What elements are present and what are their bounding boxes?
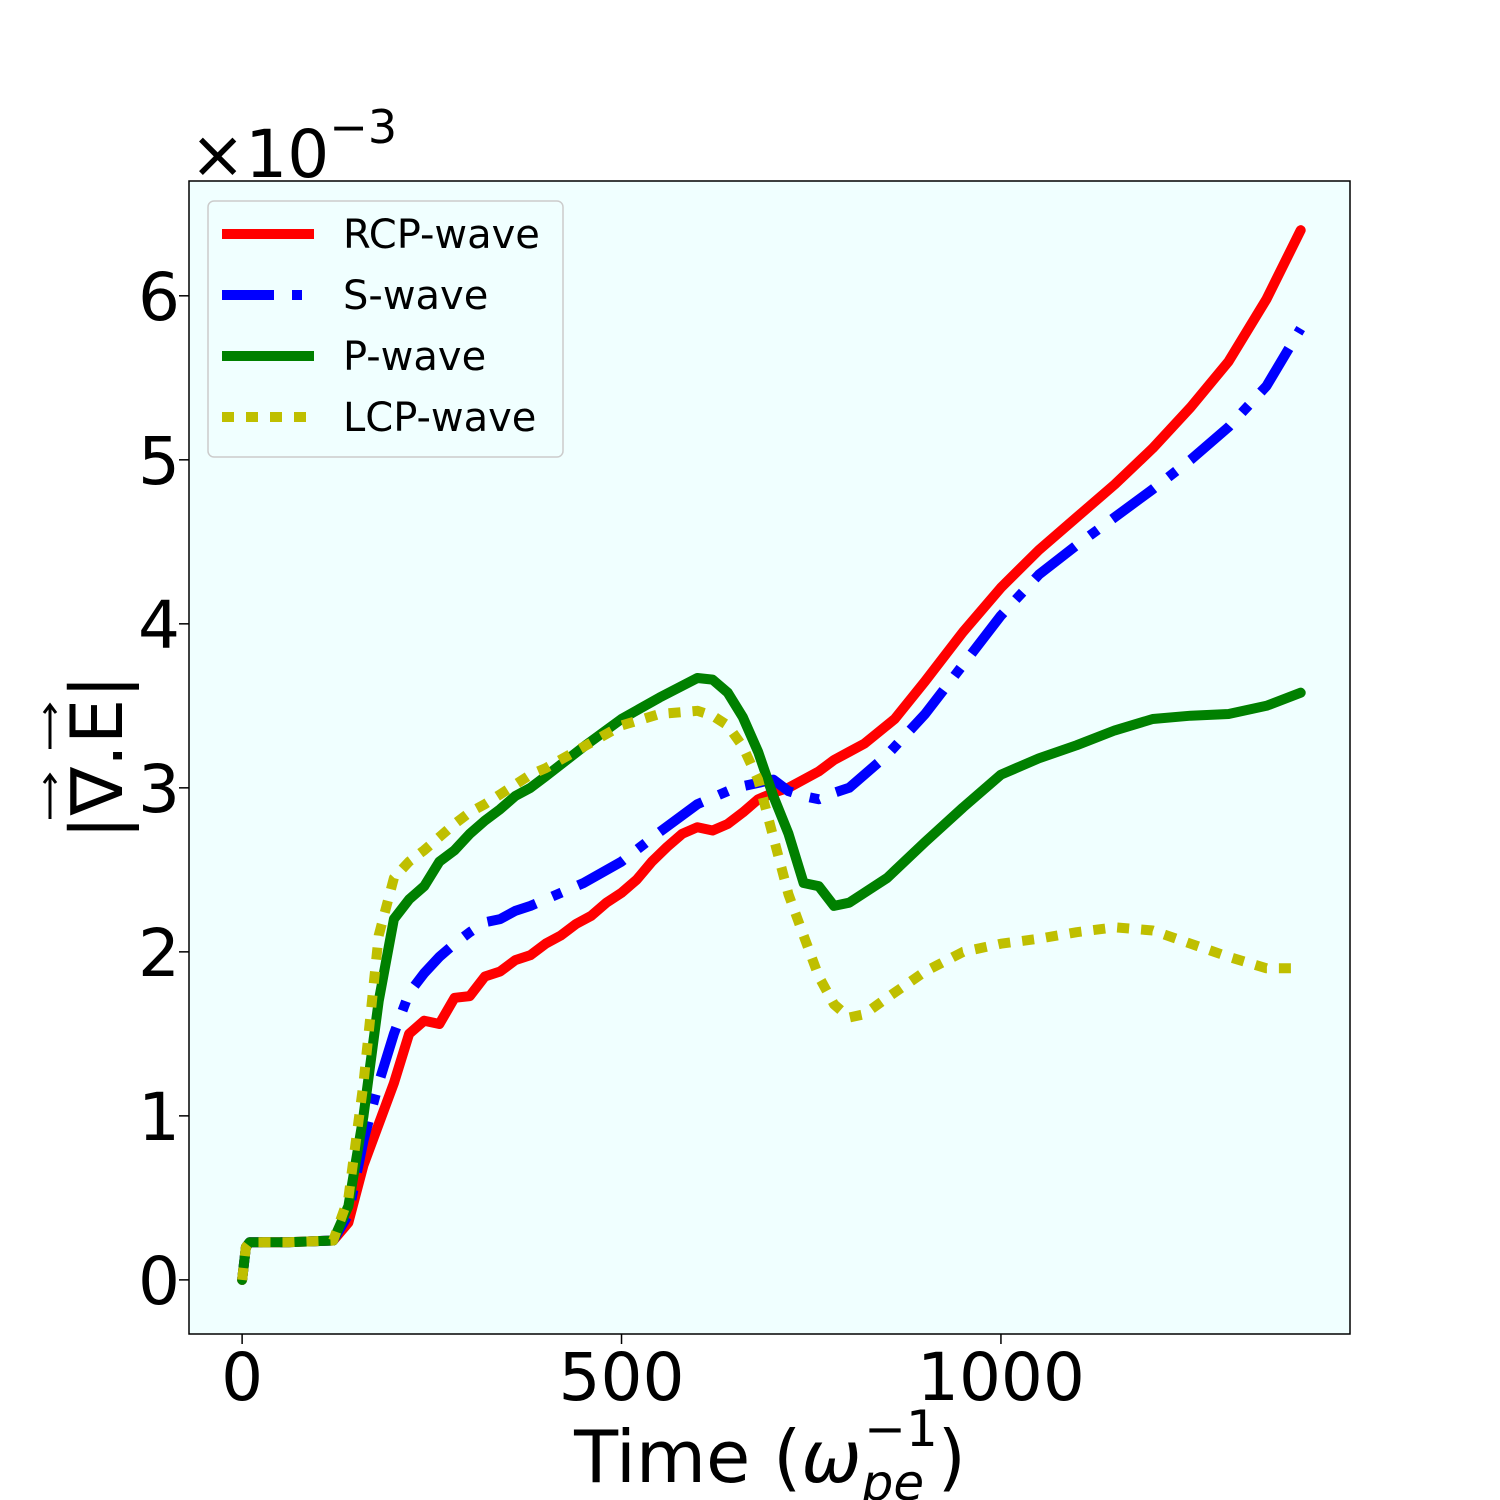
legend-item-lcp-wave: LCP-wave	[222, 395, 536, 441]
y-tick-label: 6	[138, 259, 180, 336]
y-tick-label: 2	[138, 915, 180, 992]
x-axis-label-text: Time	[573, 1415, 750, 1499]
x-axis-unit-subscript: pe	[861, 1454, 925, 1500]
legend-label: P-wave	[343, 334, 486, 380]
legend-frame	[207, 200, 564, 458]
x-tick-label: 0	[221, 1339, 263, 1416]
y-tick-label: 5	[138, 423, 180, 500]
x-tick-label: 1000	[917, 1339, 1085, 1416]
series-line-rcp-wave	[237, 225, 1306, 1285]
legend-item-s-wave: S-wave	[222, 273, 488, 319]
series-line-s-wave	[237, 326, 1305, 1281]
legend-label: LCP-wave	[343, 395, 536, 441]
x-tick-label: 500	[559, 1339, 685, 1416]
y-tick-label: 1	[138, 1079, 180, 1156]
legend-label: RCP-wave	[343, 212, 540, 258]
legend: RCP-wave S-wave P-wave LCP-wave	[207, 200, 564, 458]
y-scale-text: ×10	[190, 116, 329, 193]
svg-text:×10−3: ×10−3	[190, 100, 397, 193]
legend-item-p-wave: P-wave	[222, 334, 486, 380]
legend-item-rcp-wave: RCP-wave	[222, 212, 540, 258]
legend-label: S-wave	[343, 273, 488, 319]
y-axis-label-text: |∇.E|	[55, 674, 140, 839]
series-line-p-wave	[237, 673, 1306, 1285]
vector-arrows	[42, 702, 58, 819]
y-tick-label: 0	[138, 1243, 180, 1320]
y-tick-label: 4	[138, 587, 180, 664]
y-axis-scale-factor: ×10−3	[190, 100, 397, 193]
y-axis-label: |∇.E|	[42, 674, 140, 840]
y-tick-label: 3	[138, 751, 180, 828]
svg-text:Time (ωpe−1): Time (ωpe−1)	[573, 1400, 966, 1500]
x-axis-unit-superscript: −1	[864, 1400, 938, 1458]
x-axis-label: Time (ωpe−1)	[573, 1400, 966, 1500]
series-line-lcp-wave	[237, 705, 1301, 1281]
y-scale-exponent: −3	[329, 100, 397, 154]
plot-frame	[188, 180, 1351, 1335]
x-axis-unit-base: ω	[801, 1415, 861, 1499]
